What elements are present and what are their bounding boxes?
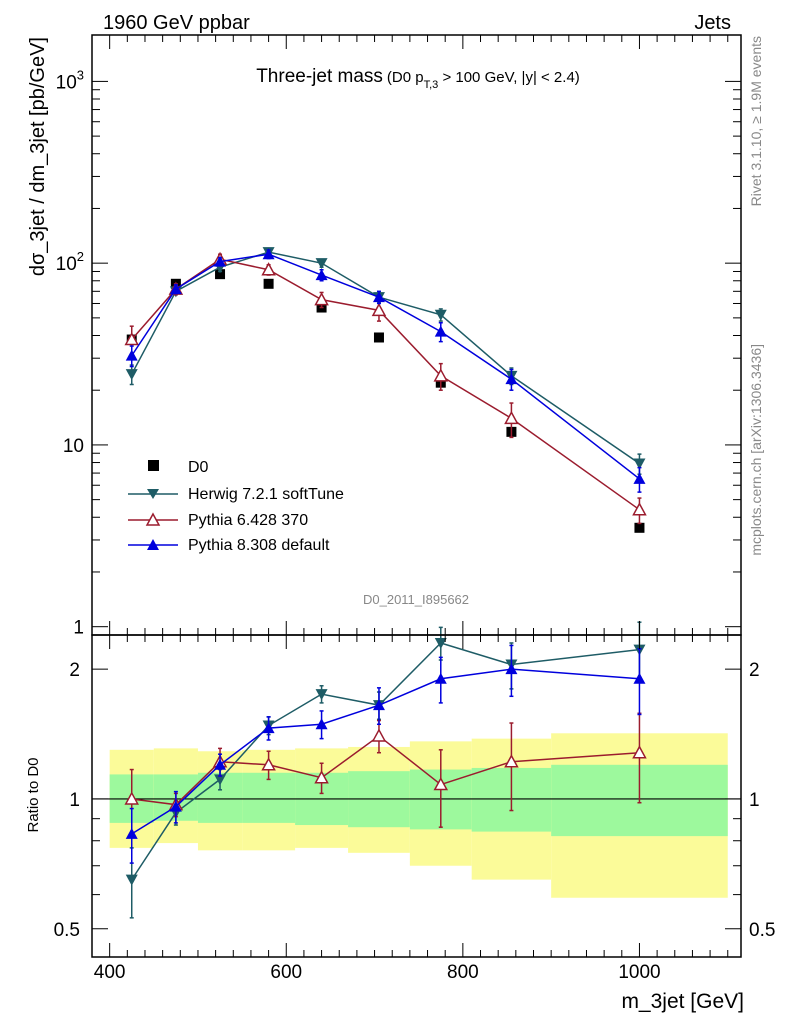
data-point-pythia2 — [433, 368, 449, 382]
data-point-pythia3 — [434, 325, 447, 337]
ratio-y-axis-label: Ratio to D0 — [25, 757, 42, 832]
data-point-pythia2 — [314, 292, 329, 306]
series-line-herwig1 — [131, 251, 640, 465]
category-header: Jets — [694, 12, 731, 34]
data-point-pythia2 — [632, 502, 647, 516]
legend-marker-pythia8 — [147, 539, 159, 550]
rivet-version-label: Rivet 3.1.10, ≥ 1.9M events — [748, 36, 764, 206]
data-point-pythia2 — [504, 410, 519, 425]
ratio-point-pythia2 — [124, 791, 139, 805]
legend-label-pythia8: Pythia 8.308 default — [188, 537, 330, 554]
legend: D0 Herwig 7.2.1 softTune Pythia 6.428 37… — [128, 459, 344, 554]
series-line-pythia3 — [131, 253, 640, 480]
data-point-pythia2 — [371, 302, 387, 317]
chart-subtitle-sub: T,3 — [424, 79, 439, 91]
data-point-pythia3 — [169, 283, 182, 295]
ratio-y-tick-label-right: 1 — [749, 790, 760, 811]
ratio-plot-frame — [91, 634, 742, 958]
legend-entry-data: D0 — [148, 459, 209, 476]
ratio-point-herwig1 — [125, 874, 138, 886]
ratio-point-pythia2 — [433, 776, 449, 791]
ratio-point-pythia3 — [505, 663, 518, 675]
ratio-point-pythia2 — [314, 770, 329, 784]
y-tick-label: 102 — [56, 249, 84, 275]
ratio-y-tick-label-right: 2 — [749, 660, 760, 681]
data-point-pythia3 — [372, 291, 385, 303]
ratio-point-herwig1 — [214, 774, 227, 786]
data-point-herwig1 — [315, 258, 328, 270]
ratio-point-pythia3 — [372, 699, 385, 711]
legend-marker-d0 — [148, 460, 159, 471]
chart-subtitle-post: > 100 GeV, |y| < 2.4) — [438, 69, 580, 86]
data-point-d00 — [634, 522, 645, 533]
legend-marker-pythia6 — [145, 512, 161, 526]
ratio-band-inner — [242, 772, 296, 823]
ratio-point-pythia3 — [262, 722, 275, 734]
data-point-pythia3 — [214, 255, 227, 267]
x-tick-label: 600 — [270, 962, 302, 983]
data-point-d00 — [373, 332, 384, 343]
ratio-point-pythia3 — [214, 758, 227, 770]
ratio-point-pythia3 — [169, 800, 182, 812]
ratio-point-pythia2 — [504, 754, 519, 768]
data-point-d00 — [263, 278, 274, 289]
legend-marker-herwig — [147, 489, 159, 499]
x-tick-label: 1000 — [618, 962, 660, 983]
ratio-point-pythia2 — [371, 728, 387, 742]
y-axis-label: dσ_3jet / dm_3jet [pb/GeV] — [27, 37, 49, 276]
y-tick-label: 10 — [63, 436, 84, 457]
data-point-pythia3 — [125, 349, 138, 361]
analysis-label: D0_2011_I895662 — [363, 592, 469, 607]
data-point-herwig1 — [633, 458, 646, 470]
data-point-pythia3 — [633, 472, 646, 484]
mcplots-label: mcplots.cern.ch [arXiv:1306.3436] — [748, 344, 764, 556]
chart-title: Three-jet mass (D0 pT,3 > 100 GeV, |y| < … — [256, 66, 580, 91]
ratio-y-tick-label: 2 — [69, 660, 80, 681]
ratio-point-herwig1 — [434, 637, 447, 649]
energy-header: 1960 GeV ppbar — [103, 12, 250, 34]
ratio-point-pythia3 — [434, 672, 447, 684]
ratio-point-pythia3 — [315, 718, 328, 730]
legend-label-d0: D0 — [188, 459, 209, 476]
data-point-d00 — [215, 269, 226, 280]
chart-title-main: Three-jet mass — [256, 66, 383, 87]
legend-entry-pythia6: Pythia 6.428 370 — [128, 512, 308, 529]
ratio-y-tick-label-right: 0.5 — [749, 920, 775, 941]
data-point-herwig1 — [434, 309, 447, 321]
data-point-pythia3 — [505, 373, 518, 385]
y-tick-label: 103 — [56, 67, 84, 93]
ratio-point-pythia2 — [632, 745, 647, 759]
ratio-point-pythia2 — [261, 757, 276, 771]
ratio-point-herwig1 — [315, 689, 328, 701]
data-point-herwig1 — [125, 369, 138, 381]
data-point-pythia2 — [124, 331, 139, 346]
y-tick-label: 1 — [73, 618, 84, 639]
ratio-point-pythia3 — [125, 827, 138, 839]
data-point-pythia3 — [262, 248, 275, 260]
data-point-pythia2 — [261, 262, 276, 276]
data-point-pythia3 — [315, 269, 328, 281]
legend-entry-pythia8: Pythia 8.308 default — [128, 537, 330, 554]
chart-subtitle-pre: (D0 p — [387, 69, 424, 86]
ratio-y-tick-label: 1 — [69, 790, 80, 811]
x-axis-label: m_3jet [GeV] — [621, 990, 744, 1013]
legend-label-pythia6: Pythia 6.428 370 — [188, 512, 308, 529]
ratio-y-tick-label: 0.5 — [54, 920, 80, 941]
x-tick-label: 800 — [447, 962, 479, 983]
ratio-point-pythia3 — [633, 672, 646, 684]
legend-entry-herwig: Herwig 7.2.1 softTune — [128, 486, 344, 503]
legend-label-herwig: Herwig 7.2.1 softTune — [188, 486, 344, 503]
x-tick-label: 400 — [94, 962, 126, 983]
